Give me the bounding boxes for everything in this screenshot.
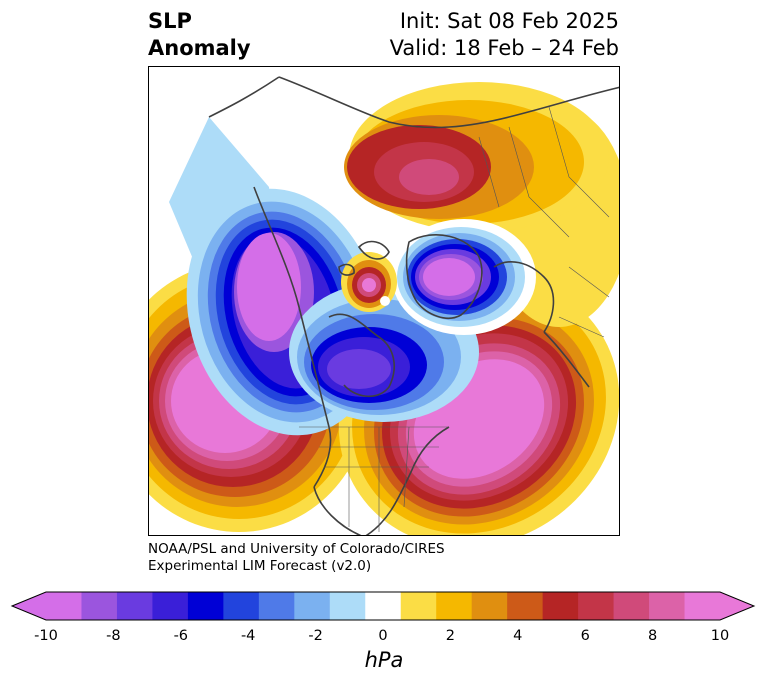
- forecast-dates: Init: Sat 08 Feb 2025 Valid: 18 Feb – 24…: [390, 8, 619, 62]
- colorbar-cell: [400, 592, 437, 620]
- colorbar-cell: [116, 592, 153, 620]
- colorbar-cell: [81, 592, 118, 620]
- colorbar-tick-label: -4: [240, 628, 256, 644]
- colorbar-tick-label: -8: [106, 628, 121, 644]
- arctic-high-anomaly: [341, 252, 397, 312]
- valid-range: Valid: 18 Feb – 24 Feb: [389, 36, 619, 60]
- colorbar-cell: [329, 592, 366, 620]
- credit-line-1: NOAA/PSL and University of Colorado/CIRE…: [148, 541, 445, 557]
- slp-anomaly-map: [148, 66, 620, 536]
- colorbar-tick-label: 10: [710, 628, 730, 644]
- colorbar-tick-label: -10: [34, 628, 58, 644]
- colorbar-cell: [365, 592, 402, 620]
- colorbar-cell: [187, 592, 224, 620]
- colorbar-cell: [223, 592, 260, 620]
- coastlines: [208, 76, 619, 535]
- colorbar: [10, 591, 756, 621]
- colorbar-tick-label: -6: [173, 628, 189, 644]
- init-date: Init: Sat 08 Feb 2025: [399, 9, 619, 33]
- map-title: SLP Anomaly: [148, 8, 251, 62]
- colorbar-unit: hPa: [364, 648, 404, 672]
- title-variable: SLP: [148, 9, 192, 33]
- colorbar-tick-label: 2: [445, 628, 456, 644]
- colorbar-tick-label: 0: [378, 628, 388, 644]
- colorbar-cell: [684, 592, 721, 620]
- canada-low-anomaly: [289, 282, 479, 422]
- colorbar-cell: [46, 592, 82, 620]
- colorbar-cell: [258, 592, 295, 620]
- colorbar-tick-label: 4: [513, 628, 523, 644]
- colorbar-cell: [471, 592, 508, 620]
- political-boundaries: [299, 106, 610, 532]
- colorbar-cell: [507, 592, 544, 620]
- scandinavia-low-anomaly: [392, 219, 536, 335]
- colorbar-cell: [613, 592, 650, 620]
- colorbar-cell: [294, 592, 331, 620]
- title-subvariable: Anomaly: [148, 36, 251, 60]
- colorbar-cell: [152, 592, 189, 620]
- colorbar-tick-label: -2: [308, 628, 323, 644]
- map-canvas: [149, 76, 619, 535]
- colorbar-cell: [649, 592, 686, 620]
- colorbar-cell: [436, 592, 473, 620]
- colorbar-cell: [542, 592, 579, 620]
- colorbar-cell: [578, 592, 615, 620]
- colorbar-tick-label: 6: [580, 628, 590, 644]
- colorbar-tick-label: 8: [647, 628, 658, 644]
- siberia-high-anomaly: [344, 82, 619, 327]
- credit-line-2: Experimental LIM Forecast (v2.0): [148, 558, 372, 574]
- colorbar-extend-low: [12, 592, 46, 620]
- credit-text: NOAA/PSL and University of Colorado/CIRE…: [148, 541, 445, 575]
- colorbar-extend-high: [720, 592, 754, 620]
